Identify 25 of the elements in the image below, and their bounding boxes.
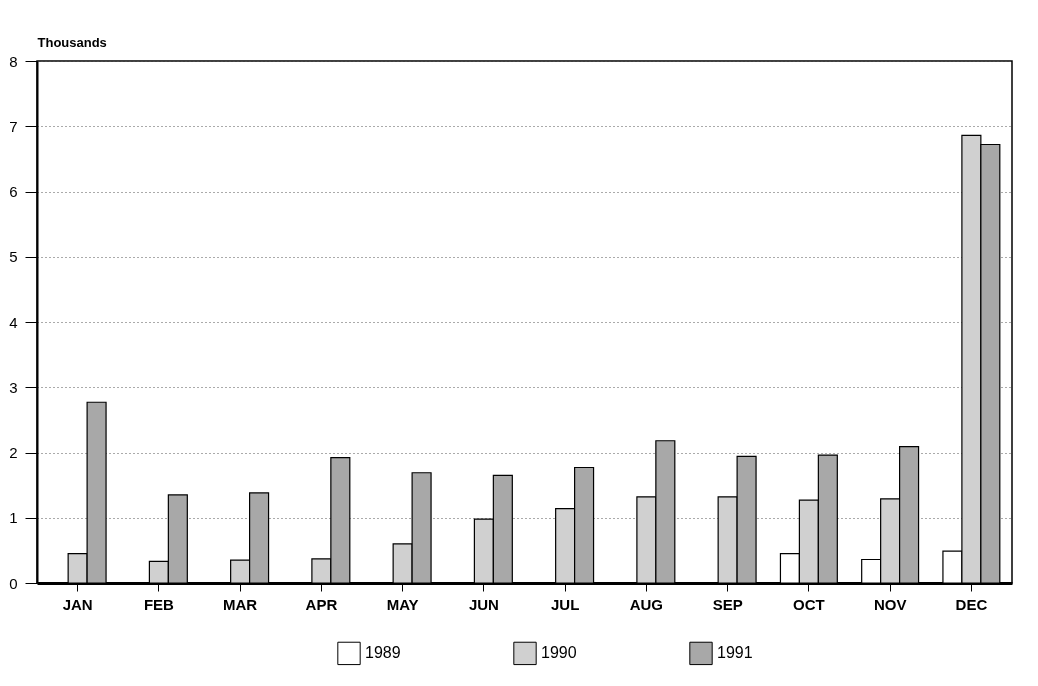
x-tick-label: FEB	[143, 595, 175, 613]
x-tick-label: AUG	[629, 595, 664, 613]
x-tick-label: APR	[305, 595, 338, 613]
y-tick-label: 6	[9, 183, 18, 200]
x-tick-label: MAY	[386, 595, 419, 613]
legend-label: 1989	[365, 644, 401, 662]
legend-label: 1991	[717, 644, 753, 662]
y-tick-label: 1	[9, 509, 18, 527]
x-tick-label: OCT	[793, 595, 825, 613]
legend-label: 1990	[541, 644, 577, 662]
x-tick-label: JUL	[550, 595, 580, 613]
x-tick-label: JAN	[62, 595, 93, 613]
x-tick-label: SEP	[712, 595, 743, 613]
y-tick-label: 5	[9, 248, 18, 266]
x-tick-label: NOV	[873, 595, 907, 613]
y-tick-label: 0	[9, 574, 18, 592]
y-tick-label: 7	[9, 117, 18, 135]
y-tick-label: 8	[9, 52, 18, 70]
y-tick-label: 4	[9, 313, 18, 331]
y-axis-title: Thousands	[37, 34, 107, 50]
x-tick-label: MAR	[223, 595, 258, 613]
x-tick-label: DEC	[955, 595, 988, 613]
y-tick-label: 2	[9, 444, 18, 461]
x-tick-label: JUN	[468, 595, 499, 613]
y-tick-label: 3	[9, 378, 18, 396]
